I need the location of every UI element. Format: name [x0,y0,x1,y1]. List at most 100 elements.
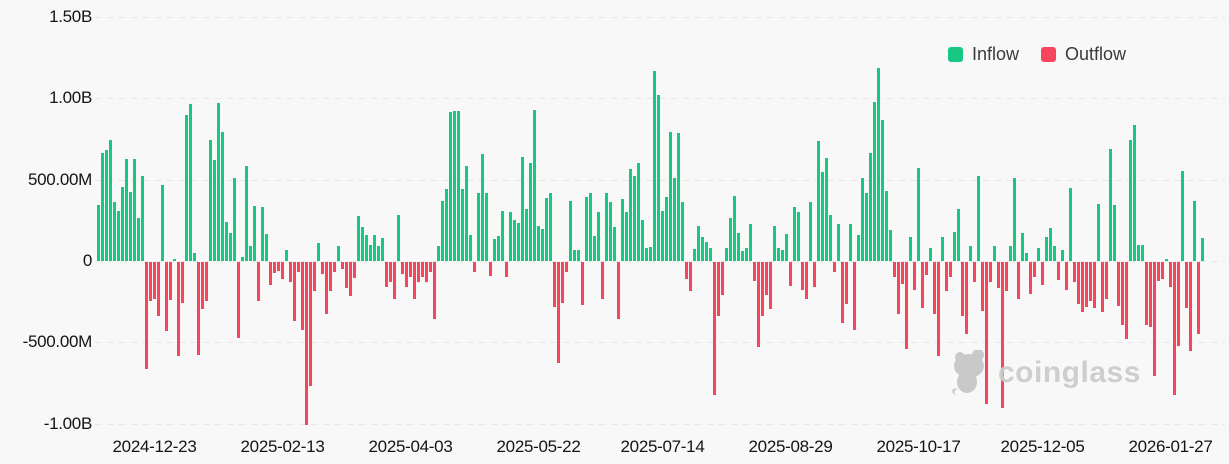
bar-inflow[interactable] [1053,246,1056,261]
bar-outflow[interactable] [309,262,312,386]
bar-inflow[interactable] [1141,245,1144,261]
bar-outflow[interactable] [1093,262,1096,308]
bar-inflow[interactable] [693,249,696,261]
bar-inflow[interactable] [97,205,100,261]
bar-outflow[interactable] [925,262,928,275]
bar-outflow[interactable] [1161,262,1164,279]
bar-inflow[interactable] [253,206,256,261]
bar-outflow[interactable] [429,262,432,272]
bar-inflow[interactable] [261,207,264,261]
bar-outflow[interactable] [1153,262,1156,376]
bar-inflow[interactable] [729,218,732,261]
bar-outflow[interactable] [1057,262,1060,280]
bar-inflow[interactable] [133,159,136,261]
bar-inflow[interactable] [665,197,668,261]
bar-inflow[interactable] [817,141,820,261]
bar-outflow[interactable] [833,262,836,272]
bar-inflow[interactable] [993,246,996,261]
bar-outflow[interactable] [205,262,208,301]
bar-inflow[interactable] [621,199,624,261]
bar-outflow[interactable] [937,262,940,356]
bar-outflow[interactable] [169,262,172,300]
bar-inflow[interactable] [453,111,456,261]
bar-inflow[interactable] [849,224,852,261]
legend-item-inflow[interactable]: Inflow [948,44,1019,65]
bar-inflow[interactable] [613,227,616,261]
bar-inflow[interactable] [193,253,196,261]
bar-inflow[interactable] [1193,201,1196,261]
bar-inflow[interactable] [361,227,364,261]
bar-outflow[interactable] [413,262,416,299]
bar-outflow[interactable] [165,262,168,331]
bar-inflow[interactable] [497,236,500,261]
bar-inflow[interactable] [593,236,596,261]
bar-inflow[interactable] [521,157,524,261]
bar-inflow[interactable] [737,233,740,261]
bar-outflow[interactable] [1105,262,1108,299]
bar-inflow[interactable] [953,232,956,261]
bar-inflow[interactable] [373,235,376,261]
bar-outflow[interactable] [201,262,204,309]
bar-inflow[interactable] [885,191,888,261]
bar-outflow[interactable] [1081,262,1084,312]
bar-inflow[interactable] [509,212,512,261]
bar-inflow[interactable] [877,68,880,261]
bar-inflow[interactable] [725,248,728,261]
bar-outflow[interactable] [1005,262,1008,291]
bar-inflow[interactable] [317,243,320,261]
bar-inflow[interactable] [705,242,708,261]
bar-inflow[interactable] [865,193,868,261]
legend-item-outflow[interactable]: Outflow [1041,44,1126,65]
bar-inflow[interactable] [1049,228,1052,261]
bar-inflow[interactable] [377,246,380,261]
bar-outflow[interactable] [893,262,896,277]
bar-inflow[interactable] [977,176,980,261]
bar-inflow[interactable] [773,226,776,261]
bar-inflow[interactable] [929,248,932,261]
bar-inflow[interactable] [161,185,164,261]
bar-outflow[interactable] [1085,262,1088,307]
bar-outflow[interactable] [197,262,200,355]
bar-outflow[interactable] [557,262,560,363]
bar-inflow[interactable] [745,248,748,261]
bar-outflow[interactable] [421,262,424,277]
bar-inflow[interactable] [249,246,252,261]
bar-outflow[interactable] [753,262,756,281]
bar-outflow[interactable] [845,262,848,304]
bar-outflow[interactable] [1173,262,1176,395]
bar-outflow[interactable] [789,262,792,286]
bar-outflow[interactable] [761,262,764,316]
bar-inflow[interactable] [125,159,128,261]
bar-outflow[interactable] [1157,262,1160,281]
bar-outflow[interactable] [289,262,292,282]
bar-outflow[interactable] [989,262,992,282]
bar-inflow[interactable] [777,248,780,261]
bar-inflow[interactable] [673,178,676,261]
bar-outflow[interactable] [385,262,388,287]
bar-outflow[interactable] [505,262,508,277]
bar-outflow[interactable] [1029,262,1032,294]
bar-inflow[interactable] [545,198,548,261]
bar-outflow[interactable] [1101,262,1104,312]
bar-inflow[interactable] [969,246,972,261]
bar-outflow[interactable] [973,262,976,282]
bar-outflow[interactable] [409,262,412,277]
bar-outflow[interactable] [237,262,240,338]
bar-outflow[interactable] [905,262,908,349]
bar-outflow[interactable] [945,262,948,291]
bar-inflow[interactable] [661,211,664,261]
bar-outflow[interactable] [401,262,404,274]
bar-inflow[interactable] [589,193,592,261]
bar-inflow[interactable] [493,239,496,261]
bar-outflow[interactable] [177,262,180,356]
bar-inflow[interactable] [229,233,232,261]
bar-inflow[interactable] [909,237,912,261]
bar-outflow[interactable] [489,262,492,276]
bar-inflow[interactable] [481,154,484,261]
bar-inflow[interactable] [837,224,840,261]
bar-outflow[interactable] [329,262,332,291]
bar-outflow[interactable] [293,262,296,321]
bar-outflow[interactable] [389,262,392,282]
bar-inflow[interactable] [781,250,784,261]
bar-inflow[interactable] [889,230,892,261]
